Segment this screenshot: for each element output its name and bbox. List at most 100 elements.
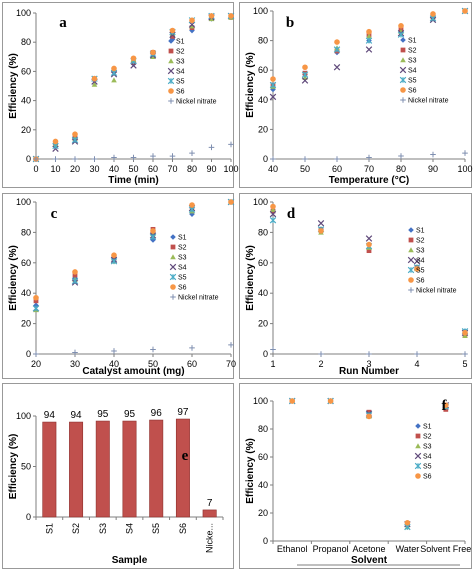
circle-shape bbox=[327, 398, 334, 404]
legend-label: S2 bbox=[416, 238, 425, 245]
legend-marker bbox=[414, 452, 422, 460]
x-tick-label: 80 bbox=[187, 164, 197, 174]
y-tick-label: 20 bbox=[258, 319, 268, 329]
data-point bbox=[110, 258, 118, 265]
data-point bbox=[327, 398, 334, 404]
data-point bbox=[111, 255, 117, 261]
circle-shape bbox=[111, 252, 117, 258]
legend-marker bbox=[168, 98, 174, 104]
x-tick-label: 50 bbox=[128, 164, 138, 174]
plus-shape bbox=[33, 351, 39, 357]
legend-marker bbox=[407, 266, 415, 274]
data-point bbox=[189, 202, 195, 208]
x-tick-label: Propanol bbox=[313, 544, 349, 554]
asterisk-shape bbox=[301, 71, 309, 78]
data-point bbox=[462, 8, 468, 14]
data-point bbox=[366, 33, 372, 39]
legend-label: S1 bbox=[423, 424, 432, 431]
data-point bbox=[318, 351, 324, 357]
x-tick-label: 60 bbox=[332, 164, 342, 174]
triangle-shape bbox=[91, 81, 98, 87]
circle-shape bbox=[408, 277, 414, 283]
y-tick-label: 80 bbox=[258, 424, 268, 434]
data-point bbox=[72, 349, 78, 356]
x-tick-label: 3 bbox=[366, 359, 371, 369]
plus-shape bbox=[228, 342, 234, 348]
legend-label: S4 bbox=[408, 68, 417, 75]
y-tick-label: 80 bbox=[258, 227, 268, 237]
bar bbox=[69, 421, 84, 518]
y-tick-label: 100 bbox=[16, 411, 31, 421]
data-point bbox=[111, 65, 117, 72]
data-point bbox=[72, 156, 78, 162]
data-point bbox=[269, 217, 277, 224]
square-shape bbox=[400, 47, 406, 53]
legend-label: S5 bbox=[178, 275, 187, 282]
panel-letter: f bbox=[442, 398, 448, 414]
x-tick-label: S1 bbox=[44, 523, 54, 534]
x-tick-label: 1 bbox=[270, 359, 275, 369]
x-tick-label: S2 bbox=[71, 523, 81, 534]
plus-shape bbox=[169, 153, 176, 159]
legend-label: S1 bbox=[176, 39, 185, 46]
y-tick-label: 0 bbox=[26, 154, 31, 164]
data-point bbox=[365, 37, 373, 44]
legend-label: S1 bbox=[408, 38, 417, 45]
circle-shape bbox=[366, 241, 372, 248]
y-tick-label: 100 bbox=[253, 6, 268, 16]
data-point bbox=[398, 23, 404, 29]
square-shape bbox=[170, 244, 176, 250]
legend-label: S6 bbox=[176, 89, 185, 96]
square-shape bbox=[415, 433, 421, 439]
square-shape bbox=[408, 237, 414, 243]
panel-letter: a bbox=[59, 15, 67, 31]
asterisk-shape bbox=[407, 266, 415, 274]
x-tick-label: S3 bbox=[98, 523, 108, 534]
y-tick-label: 40 bbox=[258, 288, 268, 298]
data-point bbox=[462, 150, 468, 156]
chart-d-svg: 0 20 40 60 80 100 Efficiency (%) 1 2 3 4 5 Run Numbe… bbox=[245, 197, 469, 377]
data-point bbox=[228, 13, 234, 19]
data-point bbox=[52, 156, 59, 162]
plus-shape bbox=[302, 156, 308, 162]
x-tick-label: 2 bbox=[318, 359, 323, 369]
triangle-shape bbox=[170, 254, 176, 260]
legend-marker bbox=[168, 88, 174, 94]
x-tick-label: 40 bbox=[109, 164, 119, 174]
circle-shape bbox=[414, 266, 420, 272]
legend-marker bbox=[408, 237, 414, 243]
legend-label: S3 bbox=[176, 59, 185, 66]
bar bbox=[202, 509, 217, 518]
legend-marker bbox=[408, 287, 414, 293]
data-point bbox=[189, 23, 195, 29]
asterisk-shape bbox=[269, 81, 277, 89]
x-shape bbox=[269, 210, 277, 218]
data-point bbox=[398, 153, 404, 159]
legend-label: S2 bbox=[408, 48, 417, 55]
plus-shape bbox=[52, 156, 59, 162]
circle-shape bbox=[150, 49, 156, 56]
data-point bbox=[150, 228, 156, 234]
data-point bbox=[150, 153, 156, 159]
x-tick-label: 20 bbox=[31, 359, 41, 369]
x-shape bbox=[167, 67, 175, 75]
circle-shape bbox=[404, 520, 411, 526]
x-shape bbox=[414, 452, 422, 460]
bar bbox=[95, 420, 110, 518]
y-tick-label: 100 bbox=[253, 197, 268, 207]
y-tick-label: 80 bbox=[21, 227, 31, 237]
y-axis-title: Efficiency (%) bbox=[245, 245, 256, 311]
y-tick-label: 40 bbox=[258, 95, 268, 105]
plus-shape bbox=[318, 351, 324, 357]
legend-label: S4 bbox=[423, 454, 432, 461]
plus-shape bbox=[430, 151, 436, 158]
plus-shape bbox=[111, 348, 117, 354]
square-shape bbox=[33, 298, 39, 304]
chart-a-svg: 0 20 40 60 80 100 Efficiency (%) 0 10 20 30 40 50 60 7… bbox=[8, 8, 239, 186]
circle-shape bbox=[398, 23, 404, 29]
x-tick-label: Ethanol bbox=[277, 544, 308, 554]
plus-shape bbox=[270, 156, 276, 162]
square-shape bbox=[170, 33, 175, 39]
data-point bbox=[414, 266, 420, 272]
